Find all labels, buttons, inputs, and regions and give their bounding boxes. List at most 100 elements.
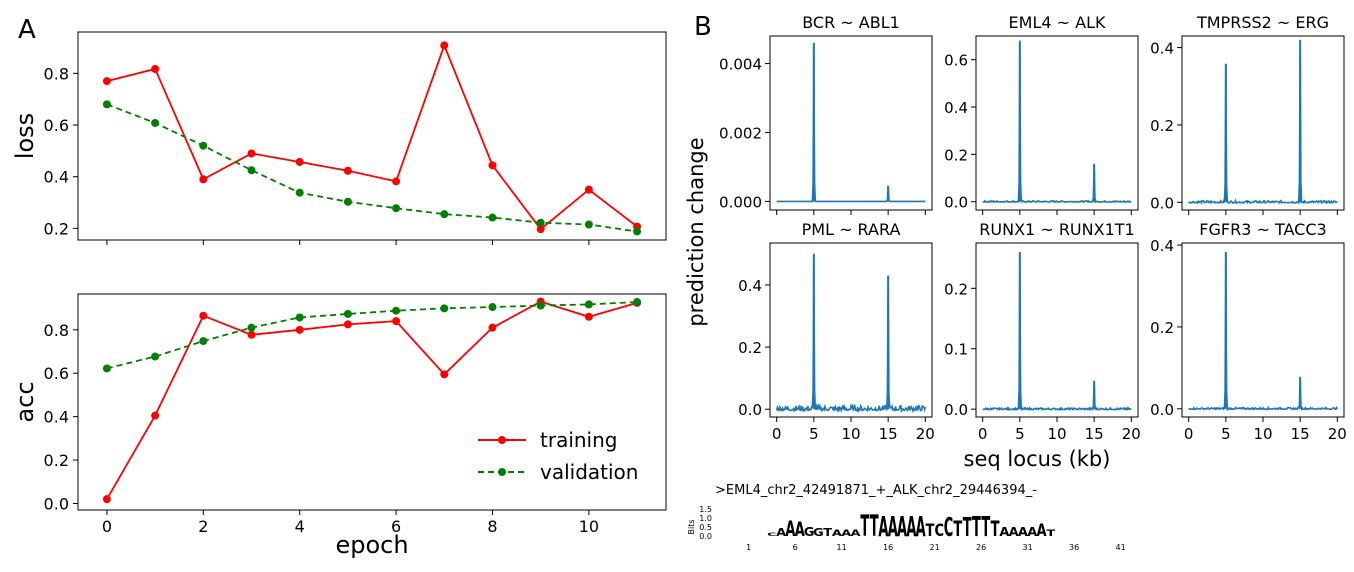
logo-letter: A	[888, 512, 898, 544]
fusion-panel: FGFR3 ~ TACC3 0.0 0.2 0.4 0 5 10 15 20	[1150, 220, 1347, 443]
panel-frame	[769, 35, 933, 211]
acc-ylabel: acc	[11, 381, 39, 422]
y-tick-label: 0.0	[44, 494, 69, 513]
training-point	[440, 41, 449, 50]
training-point	[392, 317, 401, 326]
validation-point	[199, 337, 208, 346]
loss-axes-frame	[77, 31, 667, 241]
signal-line	[775, 253, 927, 414]
validation-point	[584, 300, 593, 309]
logo-x-tick-label: 1	[746, 543, 751, 552]
x-tick-label: 20	[1122, 425, 1141, 443]
loss-plot: loss 0.2 0.4 0.6 0.8	[11, 31, 667, 245]
logo-letter: A	[832, 528, 843, 538]
loss-yticks: 0.2 0.4 0.6 0.8	[44, 64, 78, 238]
loss-lines	[102, 41, 642, 236]
x-tick-label: 0	[772, 425, 782, 443]
training-point	[247, 149, 256, 158]
panel-title: BCR ~ ABL1	[802, 13, 900, 32]
y-tick-label: 0.0	[738, 401, 762, 419]
x-tick-label: 15	[1291, 425, 1310, 443]
loss-xticks	[106, 240, 590, 245]
logo-title: >EML4_chr2_42491871_+_ALK_chr2_29446394_…	[715, 483, 1037, 498]
y-tick-label: 0.2	[738, 339, 762, 357]
y-tick-label: 0.4	[1150, 40, 1174, 58]
y-tick-label: 0.0	[1150, 401, 1174, 419]
logo-ylabel: Bits	[687, 519, 696, 534]
x-tick-label: 4	[295, 517, 305, 536]
y-tick-label: 0.0	[944, 401, 968, 419]
validation-point	[199, 141, 208, 150]
logo-letter: T	[860, 510, 869, 544]
legend-validation-label: validation	[540, 460, 638, 484]
logo-letter: T	[1046, 528, 1055, 538]
fusion-panel: TMPRSS2 ~ ERG 0.0 0.2 0.4	[1150, 13, 1345, 215]
validation-line	[106, 103, 638, 233]
validation-point	[151, 118, 160, 127]
acc-lines	[102, 297, 642, 504]
x-tick-label: 2	[198, 517, 208, 536]
y-tick-label: 0.2	[44, 451, 69, 470]
logo-x-tick-label: 31	[1023, 543, 1033, 552]
acc-yticks: 0.0 0.2 0.4 0.6 0.8	[44, 321, 78, 513]
signal-line	[1188, 251, 1339, 411]
training-point	[488, 323, 497, 332]
training-point	[102, 495, 111, 504]
y-tick-label: 0.4	[44, 168, 69, 187]
validation-point	[440, 210, 449, 219]
logo-letter: A	[878, 512, 888, 544]
validation-point	[392, 306, 401, 315]
x-tick-label: 0	[102, 517, 112, 536]
fusion-panel: RUNX1 ~ RUNX1T1 0.0 0.1 0.2 0 5 10 15 20	[944, 220, 1141, 443]
logo-y-tick-label: 1.0	[699, 514, 712, 523]
logo-y-tick-label: 0.0	[699, 532, 712, 541]
x-tick-label: 8	[487, 517, 497, 536]
y-tick-label: 0.1	[944, 341, 968, 359]
panel-frame	[769, 242, 933, 418]
training-point	[536, 225, 545, 234]
y-tick-label: 0.0	[944, 194, 968, 212]
training-point	[102, 77, 111, 86]
training-point	[247, 330, 256, 339]
x-tick-label: 5	[1221, 425, 1231, 443]
fusion-panel: BCR ~ ABL1 0.000 0.002 0.004	[719, 13, 933, 215]
logo-letter: T	[953, 518, 962, 542]
logo-x-tick-label: 6	[793, 543, 798, 552]
logo-letter: T	[823, 526, 833, 539]
x-tick-label: 0	[978, 425, 988, 443]
validation-line	[106, 301, 638, 370]
signal-line	[982, 40, 1132, 204]
training-point	[151, 64, 160, 73]
y-tick-label: 0.4	[1150, 237, 1174, 255]
x-tick-label: 5	[809, 425, 819, 443]
acc-legend: training validation	[478, 428, 638, 484]
training-point	[584, 312, 593, 321]
logo-letter: T	[870, 510, 879, 544]
x-tick-label: 10	[1253, 425, 1272, 443]
y-tick-label: 0.2	[944, 280, 968, 298]
panel-frame	[975, 242, 1139, 418]
logo-y-tick-label: 1.5	[699, 505, 712, 514]
validation-point	[536, 301, 545, 310]
panel-title: EML4 ~ ALK	[1009, 13, 1106, 32]
training-point	[488, 161, 497, 170]
signal-line	[1187, 39, 1338, 205]
training-point	[151, 411, 160, 420]
panel-frame	[1181, 35, 1345, 211]
x-tick-label: 10	[579, 517, 599, 536]
validation-point	[102, 100, 111, 109]
logo-letter: A	[1009, 525, 1019, 540]
y-tick-label: 0.0	[1150, 194, 1174, 212]
validation-point	[488, 303, 497, 312]
x-tick-label: 15	[879, 425, 898, 443]
logo-x-tick-label: 36	[1069, 543, 1079, 552]
panel-frame	[1181, 242, 1345, 418]
y-tick-label: 0.4	[738, 277, 762, 295]
acc-xticks: 0 2 4 6 8 10	[102, 510, 599, 536]
logo-letter: A	[906, 512, 916, 544]
validation-point	[343, 197, 352, 206]
training-point	[584, 185, 593, 194]
training-point	[199, 311, 208, 320]
logo-letter: A	[795, 518, 805, 540]
logo-letter: A	[851, 528, 862, 538]
